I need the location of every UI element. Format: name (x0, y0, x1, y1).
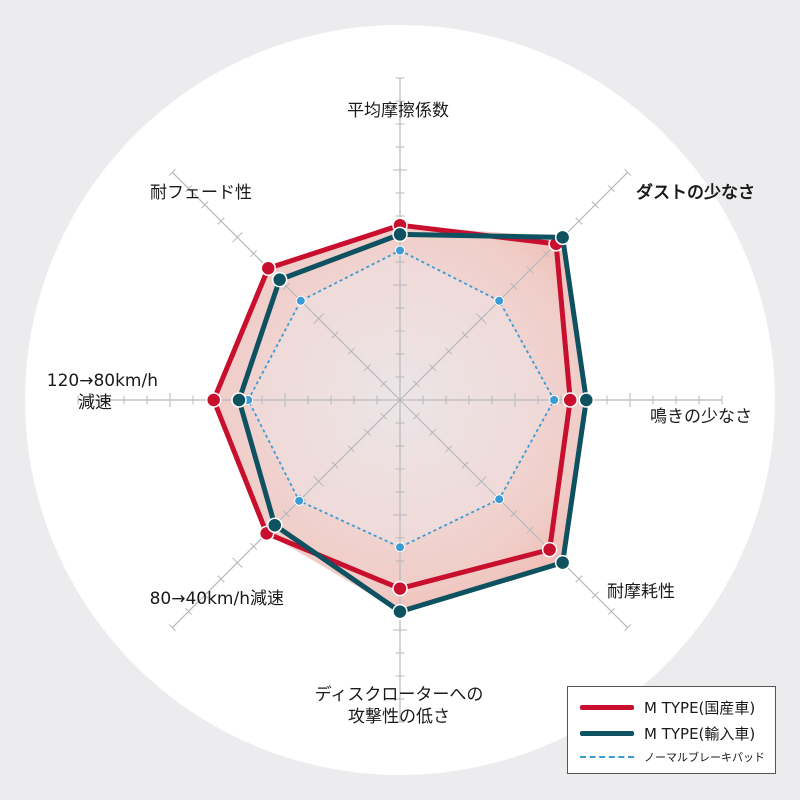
axis-tick (607, 607, 615, 615)
series-3-point-1 (395, 245, 405, 256)
axis-tick (575, 217, 583, 225)
axis-tick (185, 607, 193, 615)
axis-tick (217, 217, 225, 225)
legend-item-domestic: M TYPE(国産車) (580, 695, 755, 719)
series-2-point-5 (392, 603, 408, 620)
axis-label-7: 120→80km/h 減速 (47, 371, 158, 413)
legend-swatch-teal-line (580, 730, 634, 736)
axis-tick (347, 445, 355, 453)
axis-tick (445, 347, 453, 355)
axis-tick (428, 428, 437, 437)
axis-tick (591, 201, 599, 209)
axis-tick (282, 510, 290, 518)
series-3-point-2 (494, 295, 505, 306)
axis-label-8: 耐フェード性 (150, 183, 252, 203)
series-3-point-4 (494, 494, 505, 505)
axis-tick (282, 282, 290, 290)
legend-label-normal: ノーマルブレーキパッド (644, 751, 765, 764)
legend-swatch-red-line (580, 704, 634, 710)
axis-label-2: ダストの少なさ (636, 182, 755, 203)
axis-tick (217, 575, 225, 583)
series-3-point-8 (295, 295, 306, 306)
series-3-point-6 (294, 495, 305, 506)
axis-tick (380, 380, 388, 388)
axis-label-5: ディスクローターへの攻撃性の低さ (315, 684, 484, 727)
legend-label-import: M TYPE(輸入車) (644, 724, 756, 743)
axis-label-4: 耐摩耗性 (607, 582, 675, 602)
legend-label-domestic: M TYPE(国産車) (644, 698, 756, 717)
series-2-point-3 (578, 392, 595, 408)
axis-tick (331, 461, 339, 469)
axis-tick (250, 250, 258, 258)
series-1-point-4 (541, 541, 558, 558)
series-3-point-3 (549, 395, 560, 405)
axis-tick (168, 168, 176, 176)
legend-swatch-blue-dashed (580, 756, 634, 758)
series-2-point-1 (392, 226, 408, 243)
axis-tick (412, 412, 420, 420)
axis-tick (476, 476, 487, 487)
series-1-point-3 (562, 392, 578, 408)
axis-tick (331, 331, 339, 339)
axis-label-6: 80→40km/h減速 (150, 589, 284, 609)
axis-tick (624, 624, 632, 632)
axis-tick (313, 313, 324, 324)
axis-tick (607, 185, 615, 193)
axis-tick (591, 591, 599, 599)
axis-tick (526, 266, 534, 274)
axis-tick (232, 557, 243, 568)
axis-tick (363, 363, 372, 372)
axis-tick (624, 168, 632, 176)
legend: M TYPE(国産車) M TYPE(輸入車) ノーマルブレーキパッド (567, 686, 776, 774)
axis-tick (232, 232, 243, 243)
axis-tick (461, 461, 469, 469)
series-2-point-7 (231, 392, 247, 408)
axis-tick (445, 445, 453, 453)
axis-tick (250, 542, 258, 550)
axis-tick (461, 331, 469, 339)
series-1-point-7 (205, 392, 222, 408)
axis-tick (201, 201, 209, 209)
axis-tick (510, 282, 518, 290)
axis-tick (526, 526, 534, 534)
series-2-point-4 (554, 554, 571, 571)
axis-tick (575, 575, 583, 583)
series-3-point-5 (395, 542, 405, 553)
axis-tick (201, 591, 209, 599)
axis-tick (476, 313, 487, 324)
series-1-point-8 (260, 260, 277, 277)
axis-label-3: 鳴きの少なさ (650, 407, 752, 427)
axis-tick (363, 428, 372, 437)
axis-label-1: 平均摩擦係数 (347, 101, 449, 121)
axis-tick (168, 624, 176, 632)
axis-tick (412, 380, 420, 388)
series-2-point-6 (267, 517, 283, 533)
series-2-point-8 (271, 271, 288, 288)
axis-tick (510, 510, 518, 518)
axis-tick (347, 347, 355, 355)
legend-item-normal: ノーマルブレーキパッド (580, 745, 765, 769)
axis-tick (380, 412, 388, 420)
axis-tick (428, 363, 437, 372)
series-1-point-5 (392, 580, 408, 597)
axis-tick (542, 250, 550, 258)
series-2-point-2 (554, 229, 571, 246)
legend-item-import: M TYPE(輸入車) (580, 721, 755, 745)
axis-tick (185, 185, 193, 193)
axis-tick (313, 476, 324, 487)
